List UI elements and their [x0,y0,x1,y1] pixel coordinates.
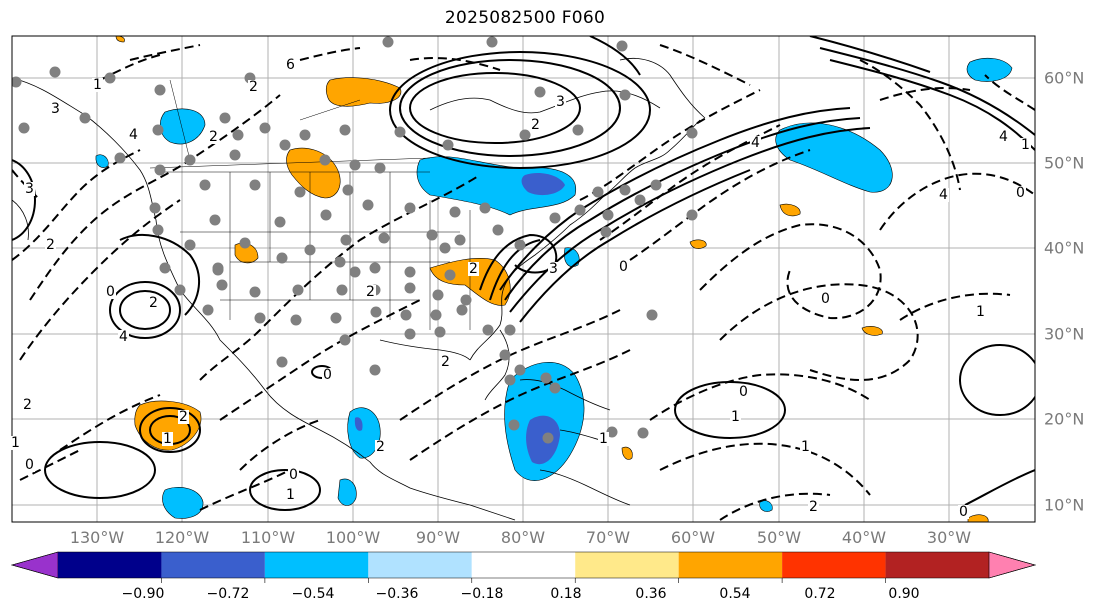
contour-label: 4 [118,329,129,345]
colorbar-tick-label: −0.72 [206,586,250,602]
contour-label: 2 [530,117,541,133]
contour-label: 0 [24,457,35,473]
colorbar [10,551,1037,583]
figure-title: 2025082500 F060 [444,8,606,28]
contour-label: 2 [365,284,376,300]
contour-label: 0 [820,291,831,307]
contour-label: 1 [800,439,811,455]
contour-label: 0 [958,504,969,520]
lon-label-80w: 80°W [500,528,546,547]
map-frame [11,35,1036,523]
contour-label: 2 [468,261,479,277]
colorbar-swatch [471,552,576,578]
contour-label: 0 [1015,185,1026,201]
colorbar-swatch [678,552,783,578]
lon-label-110w: 110°W [240,528,296,547]
lat-label-60n: 60°N [1044,68,1085,88]
contour-label: 0 [738,384,749,400]
lon-label-70w: 70°W [585,528,631,547]
colorbar-tick-label: 0.90 [888,586,920,602]
contour-label: 2 [45,237,56,253]
contour-label: 1 [285,487,296,503]
lon-label-120w: 120°W [154,528,210,547]
contour-label: 1 [730,409,741,425]
colorbar-tick-label: 0.18 [550,586,582,602]
contour-label: 4 [128,127,139,143]
lon-label-130w: 130°W [69,528,125,547]
lat-label-40n: 40°N [1044,238,1085,258]
contour-label: 4 [998,129,1009,145]
contour-label: 1 [92,77,103,93]
contour-label: 0 [618,259,629,275]
contour-label: 3 [548,261,559,277]
contour-label: 3 [24,181,35,197]
colorbar-tick-label: −0.54 [291,586,335,602]
contour-label: 0 [105,284,116,300]
colorbar-extend-min [10,551,59,579]
dashed-contours [12,44,1035,521]
contour-label: 6 [285,57,296,73]
contour-label: 1 [162,431,173,447]
colorbar-tick-label: 0.72 [804,586,836,602]
colorbar-tick-label: 0.36 [635,586,667,602]
contour-label: 0 [322,367,333,383]
contour-label: 1 [598,431,609,447]
colorbar-tick-label: −0.90 [121,586,165,602]
contour-label: 3 [555,94,566,110]
colorbar-swatch [782,552,886,578]
contour-label: 2 [808,499,819,515]
colorbar-swatch [58,552,162,578]
colorbar-swatch [161,552,265,578]
contour-label: 1 [10,435,21,451]
colorbar-extend-max [988,551,1037,579]
colorbar-tick-label: −0.36 [375,586,419,602]
lat-label-30n: 30°N [1044,324,1085,344]
lat-label-20n: 20°N [1044,409,1085,429]
contour-label: 4 [750,135,761,151]
contour-label: 2 [148,295,159,311]
colorbar-swatch [885,552,989,578]
contour-label: 2 [440,354,451,370]
solid-contours [12,36,1035,511]
contour-label: 2 [208,129,219,145]
colorbar-swatch [575,552,679,578]
lon-label-100w: 100°W [325,528,381,547]
lat-label-50n: 50°N [1044,153,1085,173]
contour-label: 3 [50,101,61,117]
contour-label: 1 [975,304,986,320]
contour-label: 2 [178,409,189,425]
contour-label: 0 [288,467,299,483]
lon-label-60w: 60°W [670,528,716,547]
contour-label: 2 [22,397,33,413]
lon-label-50w: 50°W [756,528,802,547]
colorbar-swatch [368,552,472,578]
negative-shading [95,57,1013,519]
contour-label: 2 [375,439,386,455]
colorbar-tick-label: 0.54 [719,586,751,602]
colorbar-swatch [264,552,369,578]
colorbar-outline [10,551,1037,579]
lat-label-10n: 10°N [1044,495,1085,515]
colorbar-tick-label: −0.18 [460,586,504,602]
contour-label: 2 [248,79,259,95]
station-dots [12,36,698,444]
contour-label: 4 [938,187,949,203]
lon-label-40w: 40°W [841,528,887,547]
lon-label-90w: 90°W [415,528,461,547]
contour-label: 1 [1020,137,1031,153]
lon-label-30w: 30°W [926,528,972,547]
